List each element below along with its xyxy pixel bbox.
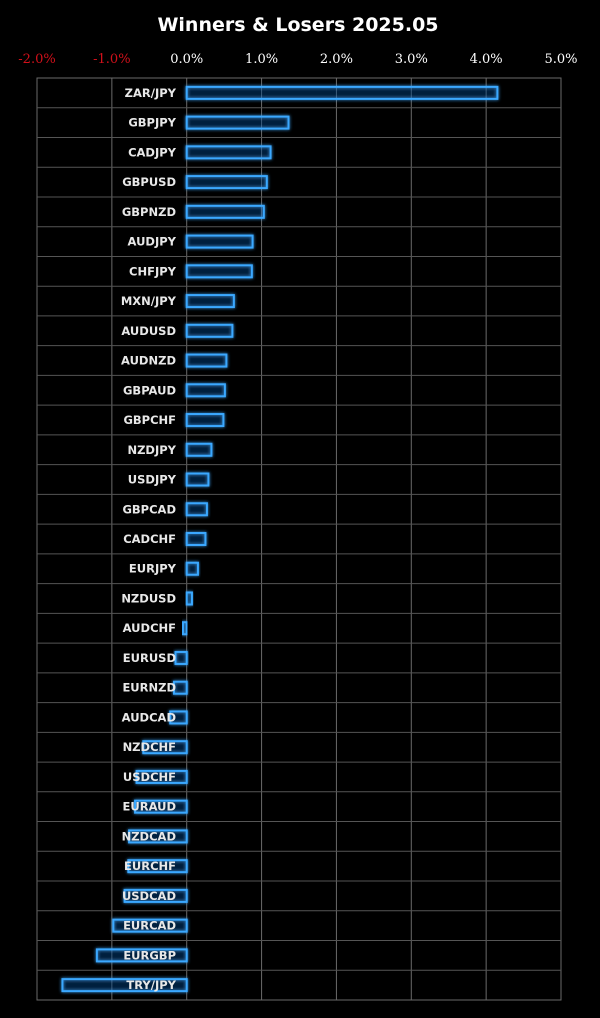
- category-label: GBPUSD: [122, 175, 176, 189]
- x-tick-label: -2.0%: [18, 52, 55, 67]
- category-label: GBPAUD: [123, 383, 176, 397]
- x-tick-label: -1.0%: [93, 52, 130, 67]
- category-label: CADJPY: [128, 145, 177, 159]
- bar: [95, 948, 188, 963]
- category-label: AUDCHF: [123, 621, 176, 635]
- category-label: EURJPY: [129, 562, 177, 576]
- x-tick-label: 2.0%: [320, 52, 353, 67]
- category-label: GBPJPY: [128, 116, 176, 130]
- category-label: EURAUD: [123, 800, 176, 814]
- x-tick-label: 4.0%: [470, 52, 503, 67]
- bar: [185, 413, 225, 428]
- bar: [185, 145, 272, 160]
- bar: [185, 532, 207, 546]
- category-label: AUDUSD: [121, 324, 176, 338]
- bar: [169, 710, 188, 725]
- x-tick-label: 5.0%: [544, 52, 577, 67]
- bar: [127, 859, 188, 874]
- category-label: USDCHF: [123, 770, 176, 784]
- bar: [185, 383, 226, 398]
- category-label: MXN/JPY: [121, 294, 177, 308]
- category-label: USDJPY: [128, 473, 177, 487]
- bar: [185, 353, 228, 368]
- bar: [172, 680, 188, 695]
- category-label: AUDNZD: [121, 354, 176, 368]
- category-label: EURCAD: [123, 919, 176, 933]
- category-label: ZAR/JPY: [125, 86, 177, 100]
- category-label: NZDCAD: [122, 829, 176, 843]
- bar: [185, 323, 234, 338]
- bar: [185, 234, 254, 249]
- category-label: EURNZD: [122, 681, 176, 695]
- category-label: GBPCAD: [122, 502, 176, 516]
- bar: [185, 294, 235, 309]
- category-label: EURCHF: [124, 859, 176, 873]
- bar: [185, 561, 199, 576]
- bar: [181, 621, 188, 636]
- category-label: GBPCHF: [123, 413, 176, 427]
- category-label: EURGBP: [123, 948, 176, 962]
- chart-title: Winners & Losers 2025.05: [157, 14, 438, 36]
- bar: [185, 115, 290, 130]
- bar: [185, 591, 193, 606]
- bar: [61, 978, 188, 993]
- category-label: CHFJPY: [129, 264, 177, 278]
- bar: [185, 175, 268, 190]
- category-label: AUDCAD: [122, 710, 176, 724]
- bar: [174, 650, 188, 665]
- category-label: EURUSD: [123, 651, 176, 665]
- bar: [128, 829, 188, 844]
- bar: [185, 85, 499, 100]
- plot-frame: [36, 77, 562, 1001]
- bar: [142, 740, 188, 755]
- x-tick-label: 3.0%: [395, 52, 428, 67]
- category-label: AUDJPY: [128, 235, 177, 249]
- category-label: USDCAD: [122, 889, 176, 903]
- category-label: GBPNZD: [122, 205, 176, 219]
- category-label: CADCHF: [123, 532, 176, 546]
- bar: [134, 799, 188, 814]
- x-tick-label: 1.0%: [245, 52, 278, 67]
- bar: [185, 442, 213, 457]
- bar: [123, 888, 188, 903]
- category-label: NZDJPY: [127, 443, 176, 457]
- bar: [135, 769, 188, 784]
- bar: [185, 204, 265, 219]
- bar: [185, 502, 208, 517]
- bar: [112, 918, 188, 933]
- category-label: NZDUSD: [121, 591, 176, 605]
- bar: [185, 472, 210, 487]
- category-label: NZDCHF: [123, 740, 176, 754]
- x-tick-label: 0.0%: [170, 52, 203, 67]
- category-label: TRY/JPY: [126, 978, 176, 992]
- bar: [185, 264, 253, 279]
